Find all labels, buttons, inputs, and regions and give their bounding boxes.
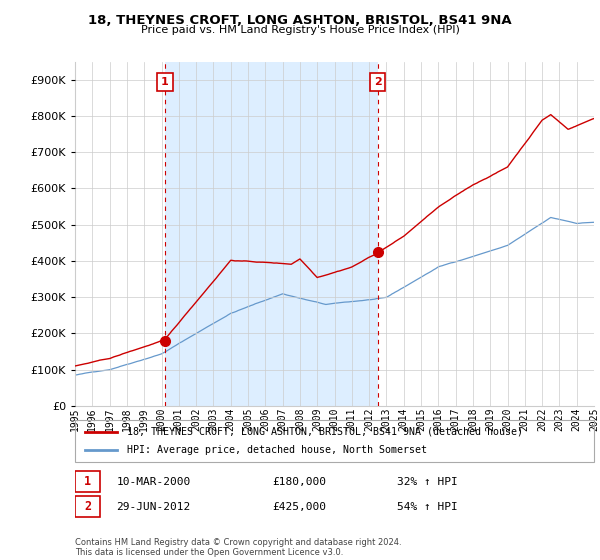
Text: 29-JUN-2012: 29-JUN-2012 [116, 502, 191, 512]
Text: 1: 1 [161, 77, 169, 87]
Bar [75, 496, 100, 517]
Text: 10-MAR-2000: 10-MAR-2000 [116, 477, 191, 487]
Text: HPI: Average price, detached house, North Somerset: HPI: Average price, detached house, Nort… [127, 445, 427, 455]
Text: £425,000: £425,000 [272, 502, 326, 512]
Bar [75, 471, 100, 492]
Text: 54% ↑ HPI: 54% ↑ HPI [397, 502, 458, 512]
Text: 1: 1 [84, 475, 91, 488]
Text: 2: 2 [374, 77, 382, 87]
Bar [165, 62, 377, 406]
Text: 18, THEYNES CROFT, LONG ASHTON, BRISTOL, BS41 9NA: 18, THEYNES CROFT, LONG ASHTON, BRISTOL,… [88, 14, 512, 27]
Text: 32% ↑ HPI: 32% ↑ HPI [397, 477, 458, 487]
Text: 18, THEYNES CROFT, LONG ASHTON, BRISTOL, BS41 9NA (detached house): 18, THEYNES CROFT, LONG ASHTON, BRISTOL,… [127, 427, 523, 437]
Text: Price paid vs. HM Land Registry's House Price Index (HPI): Price paid vs. HM Land Registry's House … [140, 25, 460, 35]
Text: £180,000: £180,000 [272, 477, 326, 487]
Text: 2: 2 [84, 501, 91, 514]
Text: Contains HM Land Registry data © Crown copyright and database right 2024.
This d: Contains HM Land Registry data © Crown c… [75, 538, 401, 557]
